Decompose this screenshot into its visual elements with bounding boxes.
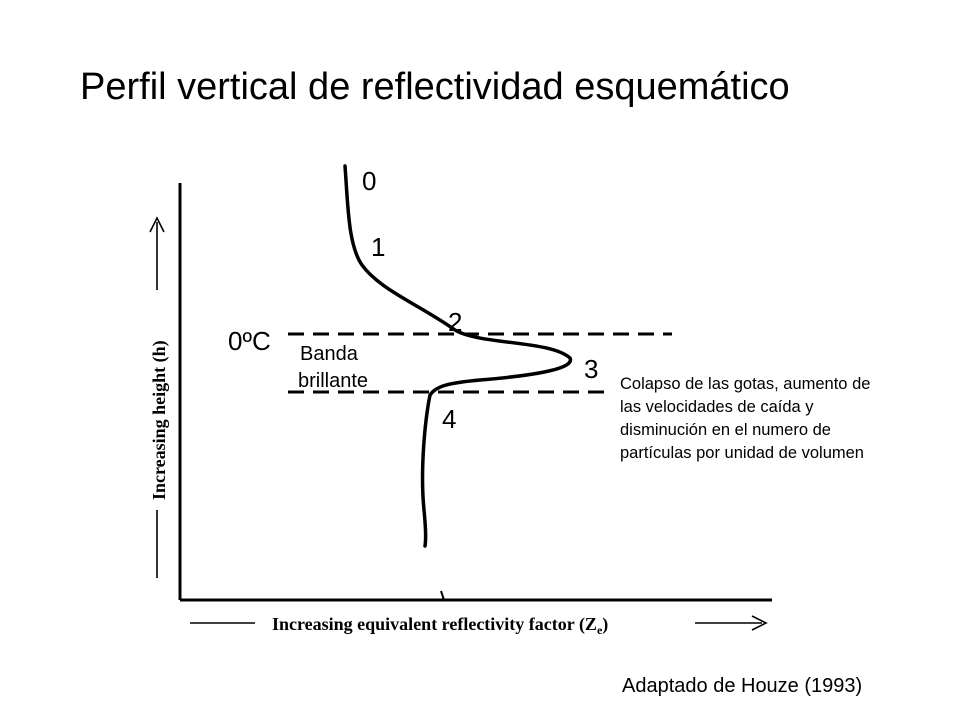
profile-point-2: 2 (448, 307, 462, 337)
y-label-arrowhead (149, 216, 165, 233)
profile-point-4: 4 (442, 404, 456, 434)
note-line: partículas por unidad de volumen (620, 444, 864, 462)
profile-point-3: 3 (584, 354, 598, 384)
freezing-level-label: 0ºC (228, 326, 271, 356)
profile-point-1: 1 (371, 232, 385, 262)
source-credit: Adaptado de Houze (1993) (622, 675, 863, 697)
x-axis-label-subscript: e (597, 623, 603, 637)
note-line: Colapso de las gotas, aumento de (620, 375, 871, 393)
x-axis-label: Increasing equivalent reflectivity facto… (272, 614, 597, 635)
bright-band-label-line2: brillante (298, 370, 368, 392)
diagram-title: Perfil vertical de reflectividad esquemá… (80, 66, 790, 108)
note-line: disminución en el numero de (620, 421, 831, 439)
profile-point-0: 0 (362, 166, 376, 196)
x-axis-label-end: ) (602, 614, 608, 635)
x-label-arrowhead (751, 615, 768, 631)
y-axis-label: Increasing height (h) (149, 340, 170, 500)
note-line: las velocidades de caída y (620, 398, 814, 416)
reflectivity-profile-curve (343, 164, 573, 548)
bright-band-explanation: Colapso de las gotas, aumento de las vel… (620, 373, 950, 465)
svg-text:Increasing equivalent reflecti: Increasing equivalent reflectivity facto… (272, 614, 608, 637)
bright-band-label-line1: Banda (300, 343, 359, 365)
axis-tick-mark (440, 590, 445, 601)
